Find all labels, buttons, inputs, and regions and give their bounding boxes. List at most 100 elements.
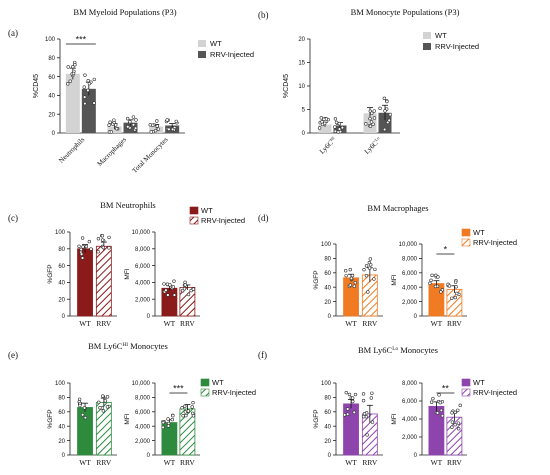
data-point (101, 409, 106, 413)
panel-e-sub1-tick-label: 10,000 (132, 381, 151, 387)
data-point (337, 121, 342, 126)
data-point (171, 413, 175, 418)
data-point (186, 409, 191, 413)
data-point (155, 124, 159, 128)
panel-f-ylabel: MFI (391, 413, 398, 424)
data-point (107, 235, 111, 240)
data-point (450, 425, 454, 429)
panel-c: (c) BM Neutrophils 0 20 40 60 80 100 %GFP WT RRV 0 2… (8, 200, 245, 328)
data-point (345, 407, 350, 411)
data-point (66, 82, 70, 86)
data-point (364, 264, 369, 268)
category-label: RRV (447, 319, 462, 328)
panel-label-f: (f) (258, 350, 267, 360)
panel-a-tick-label: 40 (48, 94, 55, 100)
data-point (82, 95, 87, 99)
category-label: WT (345, 319, 357, 328)
data-point (456, 421, 461, 425)
data-point (456, 408, 460, 412)
panel-c-ylabel: MFI (124, 268, 131, 279)
data-point (149, 130, 153, 134)
data-point (362, 267, 366, 272)
panel-d-sub0-tick-label: 20 (324, 300, 331, 306)
data-point (166, 293, 170, 297)
data-point (320, 120, 324, 124)
data-point (191, 287, 196, 291)
data-point (100, 238, 105, 242)
legend-label: WT (210, 39, 222, 48)
data-point (87, 81, 92, 86)
panel-label-a: (a) (8, 28, 18, 38)
panel-f-sub0-tick-label: 0 (328, 453, 332, 459)
panel-c-sub1-tick-label: 4,000 (135, 281, 151, 287)
data-point (86, 88, 90, 93)
significance-stars: *** (173, 384, 184, 394)
data-point (71, 65, 75, 69)
data-point (368, 116, 372, 121)
data-point (92, 77, 97, 82)
data-point (439, 408, 444, 413)
data-point (87, 239, 92, 244)
data-point (107, 123, 111, 127)
panel-f-sub1-tick-label: 8,000 (402, 381, 418, 387)
data-point (82, 406, 87, 410)
panel-c-sub0-tick-label: 20 (58, 297, 65, 303)
category-label: RRV (362, 319, 377, 328)
panel-c-sub0-tick-label: 40 (58, 281, 65, 287)
panel-b-tick-label: 15 (298, 61, 305, 67)
data-point (362, 414, 366, 419)
data-point (453, 295, 458, 300)
data-point (440, 414, 445, 418)
data-point (385, 99, 389, 104)
data-point (84, 244, 89, 249)
legend-label: RRV-Injected (435, 42, 479, 51)
data-point (80, 256, 85, 260)
panel-label-c: (c) (8, 213, 18, 223)
data-point (161, 425, 165, 430)
panel-e-sub0-tick-label: 40 (58, 424, 65, 430)
data-point (97, 400, 101, 405)
data-point (319, 116, 324, 120)
data-point (433, 284, 438, 289)
panel-f-sub0-tick-label: 20 (324, 439, 331, 445)
panel-b-tick-label: 20 (298, 37, 305, 43)
data-point (383, 109, 387, 113)
legend-swatch (423, 32, 431, 39)
legend-swatch (461, 238, 471, 247)
panel-label-e: (e) (8, 350, 18, 360)
data-point (98, 405, 102, 410)
panel-f-ylabel: %GFP (313, 409, 320, 428)
data-point (83, 101, 87, 106)
data-point (131, 123, 136, 127)
data-point (367, 266, 372, 270)
data-point (79, 247, 83, 252)
data-point (68, 79, 72, 83)
panel-a-tick-label: 100 (45, 37, 56, 43)
category-label: WT (345, 458, 357, 467)
panel-a: (a) BM Myeloid Populations (P3) 0 20 40 60 80 1… (8, 7, 254, 175)
data-point (105, 405, 110, 409)
panel-e-sub0-tick-label: 20 (58, 439, 65, 445)
data-point (183, 283, 187, 287)
data-point (92, 101, 96, 105)
data-point (125, 116, 130, 121)
category-text: Total Monocytes (131, 136, 170, 175)
data-point (353, 280, 357, 285)
data-point (82, 85, 86, 89)
legend-swatch (198, 51, 206, 58)
data-point (352, 410, 356, 415)
panel-e-sub1-tick-label: 8,000 (135, 396, 151, 402)
panel-a-tick-label: 60 (48, 75, 55, 81)
data-point (112, 118, 116, 122)
data-point (174, 119, 178, 124)
bar-a-rrv-injected (81, 88, 96, 133)
panel-e-sub0-tick-label: 0 (62, 453, 66, 459)
data-point (340, 125, 345, 130)
data-point (189, 288, 193, 293)
data-point (165, 282, 170, 286)
data-point (86, 79, 90, 83)
panel-f-sub1-tick-label: 2,000 (402, 435, 418, 441)
panel-e-sub1-tick-label: 6,000 (135, 410, 151, 416)
category-label: RRV (362, 458, 377, 467)
